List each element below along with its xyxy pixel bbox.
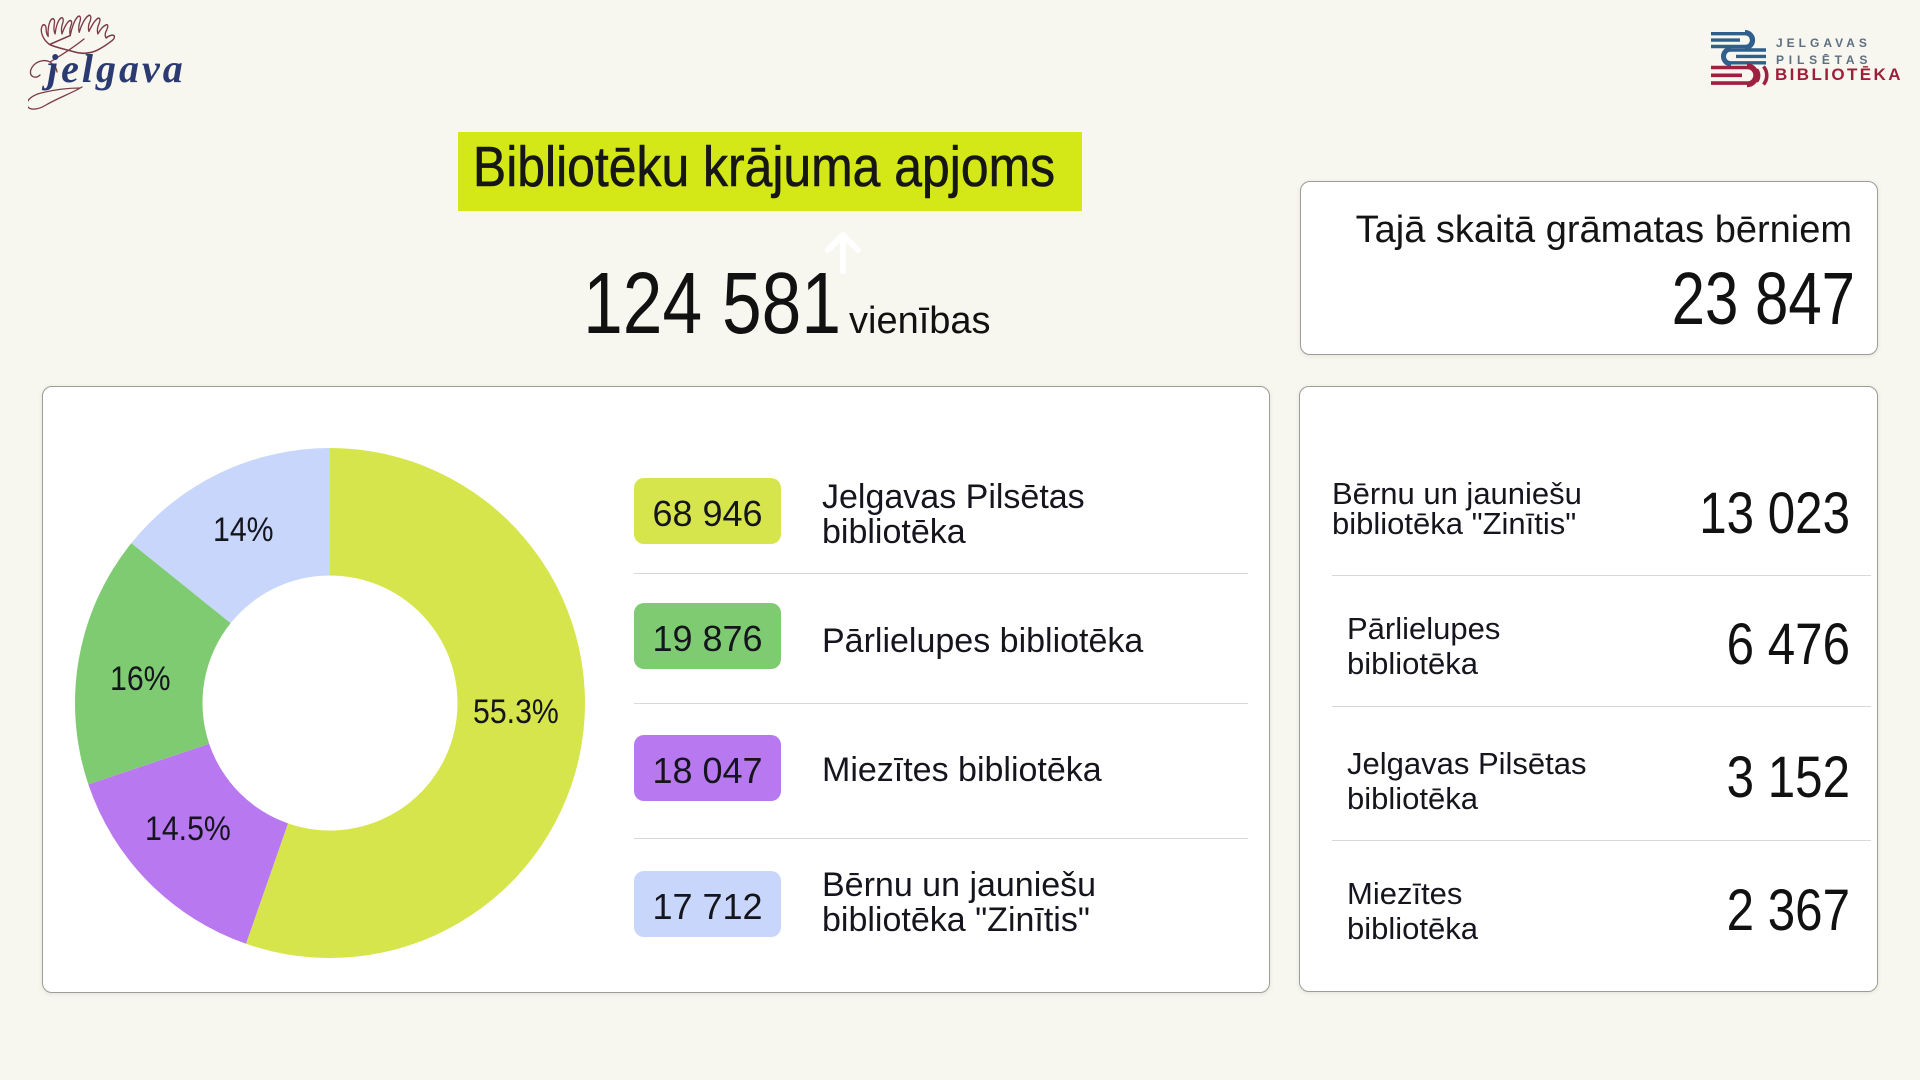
svg-text:jelgava: jelgava: [41, 46, 186, 91]
